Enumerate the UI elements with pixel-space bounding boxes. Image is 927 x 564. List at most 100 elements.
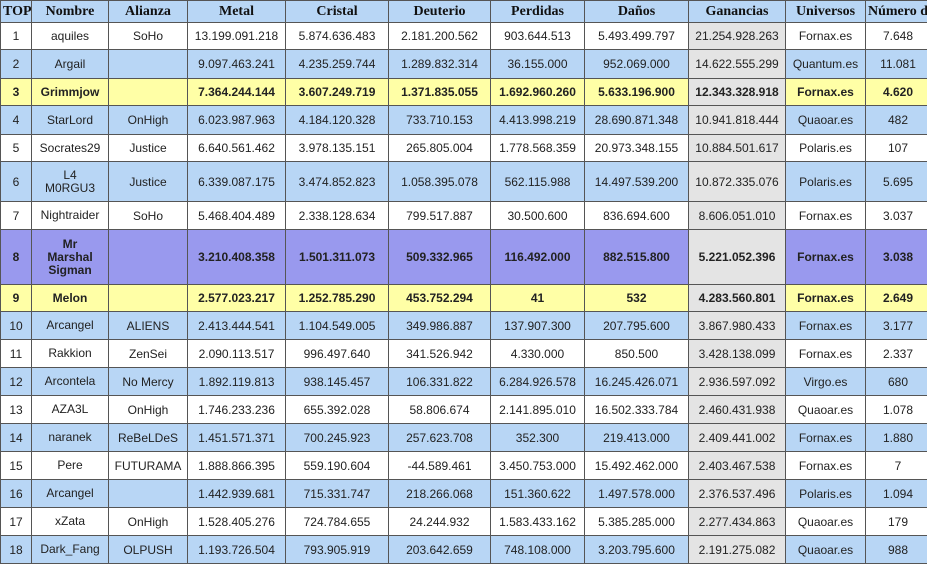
- universe-cell: Polaris.es: [785, 134, 866, 162]
- name-cell: naranek: [31, 423, 109, 452]
- metal-cell: 7.364.244.144: [187, 78, 286, 106]
- top-cell: 3: [0, 78, 32, 106]
- metal-cell: 2.090.113.517: [187, 339, 286, 368]
- header-metal: Metal: [187, 0, 286, 23]
- deuterio-cell: 341.526.942: [388, 339, 491, 368]
- header-perdidas: Perdidas: [490, 0, 585, 23]
- cr-count-cell: 988: [865, 535, 927, 564]
- name-cell: Argail: [31, 49, 109, 79]
- perdidas-cell: 1.778.568.359: [490, 134, 585, 162]
- ganancias-cell: 5.221.052.396: [688, 229, 786, 285]
- cr-count-cell: 7.648: [865, 22, 927, 50]
- cristal-cell: 3.978.135.151: [285, 134, 389, 162]
- universe-cell: Quaoar.es: [785, 535, 866, 564]
- cr-count-cell: 3.177: [865, 311, 927, 340]
- deuterio-cell: 218.266.068: [388, 479, 491, 508]
- danos-cell: 15.492.462.000: [584, 451, 689, 480]
- table-row: 9 Melon 2.577.023.217 1.252.785.290 453.752.…: [0, 284, 927, 312]
- danos-cell: 3.203.795.600: [584, 535, 689, 564]
- top-cell: 7: [0, 201, 32, 230]
- danos-cell: 5.385.285.000: [584, 507, 689, 536]
- perdidas-cell: 116.492.000: [490, 229, 585, 285]
- alliance-cell: SoHo: [108, 201, 188, 230]
- metal-cell: 3.210.408.358: [187, 229, 286, 285]
- cr-count-cell: 2.337: [865, 339, 927, 368]
- top-cell: 9: [0, 284, 32, 312]
- perdidas-cell: 3.450.753.000: [490, 451, 585, 480]
- ganancias-cell: 10.941.818.444: [688, 105, 786, 135]
- table-row: 16 Arcangel 1.442.939.681 715.331.747 218.26…: [0, 479, 927, 508]
- danos-cell: 219.413.000: [584, 423, 689, 452]
- header-universos: Universos: [785, 0, 866, 23]
- table-row: 8 Mr Marshal Sigman 3.210.408.358 1.501.311.0…: [0, 229, 927, 285]
- universe-cell: Fornax.es: [785, 229, 866, 285]
- header-numero-cr: Número de CR: [865, 0, 927, 23]
- danos-cell: 16.245.426.071: [584, 367, 689, 396]
- cr-count-cell: 1.880: [865, 423, 927, 452]
- name-cell: StarLord: [31, 105, 109, 135]
- alliance-cell: Justice: [108, 134, 188, 162]
- alliance-cell: [108, 78, 188, 106]
- universe-cell: Polaris.es: [785, 479, 866, 508]
- perdidas-cell: 748.108.000: [490, 535, 585, 564]
- danos-cell: 952.069.000: [584, 49, 689, 79]
- top-cell: 4: [0, 105, 32, 135]
- cr-count-cell: 107: [865, 134, 927, 162]
- table-row: 13 AZA3L OnHigh 1.746.233.236 655.392.028 58.…: [0, 395, 927, 424]
- deuterio-cell: 799.517.887: [388, 201, 491, 230]
- metal-cell: 1.451.571.371: [187, 423, 286, 452]
- top-cell: 18: [0, 535, 32, 564]
- alliance-cell: ReBeLDeS: [108, 423, 188, 452]
- top-cell: 6: [0, 161, 32, 202]
- universe-cell: Fornax.es: [785, 201, 866, 230]
- universe-cell: Fornax.es: [785, 339, 866, 368]
- danos-cell: 850.500: [584, 339, 689, 368]
- table-row: 1 aquiles SoHo 13.199.091.218 5.874.636.483 2…: [0, 22, 927, 50]
- cristal-cell: 3.607.249.719: [285, 78, 389, 106]
- universe-cell: Fornax.es: [785, 78, 866, 106]
- cr-count-cell: 482: [865, 105, 927, 135]
- danos-cell: 5.493.499.797: [584, 22, 689, 50]
- table-row: 14 naranek ReBeLDeS 1.451.571.371 700.245.92…: [0, 423, 927, 452]
- name-cell: Mr Marshal Sigman: [31, 229, 109, 285]
- cristal-cell: 996.497.640: [285, 339, 389, 368]
- top-cell: 1: [0, 22, 32, 50]
- table-row: 4 StarLord OnHigh 6.023.987.963 4.184.120.32…: [0, 105, 927, 135]
- cr-count-cell: 11.081: [865, 49, 927, 79]
- cristal-cell: 2.338.128.634: [285, 201, 389, 230]
- cristal-cell: 1.104.549.005: [285, 311, 389, 340]
- table-row: 17 xZata OnHigh 1.528.405.276 724.784.655 24.…: [0, 507, 927, 536]
- deuterio-cell: 349.986.887: [388, 311, 491, 340]
- alliance-cell: OLPUSH: [108, 535, 188, 564]
- perdidas-cell: 6.284.926.578: [490, 367, 585, 396]
- cristal-cell: 715.331.747: [285, 479, 389, 508]
- metal-cell: 2.413.444.541: [187, 311, 286, 340]
- ganancias-cell: 12.343.328.918: [688, 78, 786, 106]
- alliance-cell: FUTURAMA: [108, 451, 188, 480]
- table-row: 11 Rakkion ZenSei 2.090.113.517 996.497.640 3…: [0, 339, 927, 368]
- name-cell: Pere: [31, 451, 109, 480]
- metal-cell: 6.339.087.175: [187, 161, 286, 202]
- deuterio-cell: 509.332.965: [388, 229, 491, 285]
- universe-cell: Quaoar.es: [785, 105, 866, 135]
- ganancias-cell: 4.283.560.801: [688, 284, 786, 312]
- alliance-cell: ALIENS: [108, 311, 188, 340]
- perdidas-cell: 2.141.895.010: [490, 395, 585, 424]
- metal-cell: 1.892.119.813: [187, 367, 286, 396]
- alliance-cell: OnHigh: [108, 105, 188, 135]
- perdidas-cell: 352.300: [490, 423, 585, 452]
- header-alianza: Alianza: [108, 0, 188, 23]
- alliance-cell: [108, 229, 188, 285]
- perdidas-cell: 1.692.960.260: [490, 78, 585, 106]
- header-deuterio: Deuterio: [388, 0, 491, 23]
- header-ganancias: Ganancias: [688, 0, 786, 23]
- universe-cell: Fornax.es: [785, 423, 866, 452]
- name-cell: Grimmjow: [31, 78, 109, 106]
- ganancias-cell: 10.884.501.617: [688, 134, 786, 162]
- deuterio-cell: -44.589.461: [388, 451, 491, 480]
- top-cell: 5: [0, 134, 32, 162]
- deuterio-cell: 265.805.004: [388, 134, 491, 162]
- ganancias-cell: 14.622.555.299: [688, 49, 786, 79]
- table-row: 3 Grimmjow 7.364.244.144 3.607.249.719 1.371…: [0, 78, 927, 106]
